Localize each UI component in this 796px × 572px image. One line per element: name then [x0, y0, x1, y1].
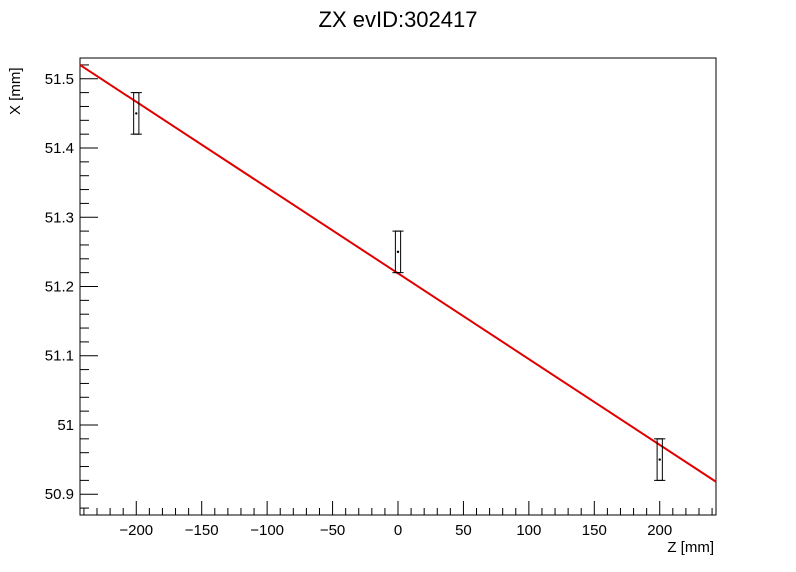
- y-tick-label: 51.3: [45, 209, 74, 226]
- y-tick-label: 51: [57, 417, 74, 434]
- chart-title: ZX evID:302417: [319, 7, 478, 32]
- x-tick-label: 150: [582, 522, 607, 539]
- data-points: [130, 92, 666, 481]
- x-tick-label: −50: [320, 522, 345, 539]
- x-tick-label: 0: [394, 522, 402, 539]
- x-axis: −200 −150 −100 −50 0 50 100 150 200: [83, 501, 713, 539]
- data-point: [130, 92, 142, 135]
- fit-line-group: [79, 64, 717, 483]
- x-tick-label: −150: [185, 522, 219, 539]
- x-tick-label: 100: [516, 522, 541, 539]
- point-marker: [658, 458, 661, 461]
- y-tick-label: 51.2: [45, 279, 74, 296]
- y-axis-label: X [mm]: [7, 68, 24, 116]
- y-tick-label: 51.4: [45, 140, 74, 157]
- data-point: [392, 230, 404, 274]
- x-tick-label: 50: [455, 522, 472, 539]
- y-tick-label: 51.1: [45, 348, 74, 365]
- x-tick-label: −100: [250, 522, 284, 539]
- x-tick-label: −200: [119, 522, 153, 539]
- fit-line: [79, 64, 717, 483]
- y-tick-label: 50.9: [45, 486, 74, 503]
- y-tick-label: 51.5: [45, 71, 74, 88]
- y-axis: 50.9 51 51.1 51.2 51.3 51.4 51.5: [45, 64, 98, 509]
- point-marker: [396, 250, 400, 254]
- x-tick-label: 200: [647, 522, 672, 539]
- x-axis-label: Z [mm]: [667, 539, 714, 556]
- data-point: [654, 438, 666, 481]
- point-marker: [135, 112, 138, 115]
